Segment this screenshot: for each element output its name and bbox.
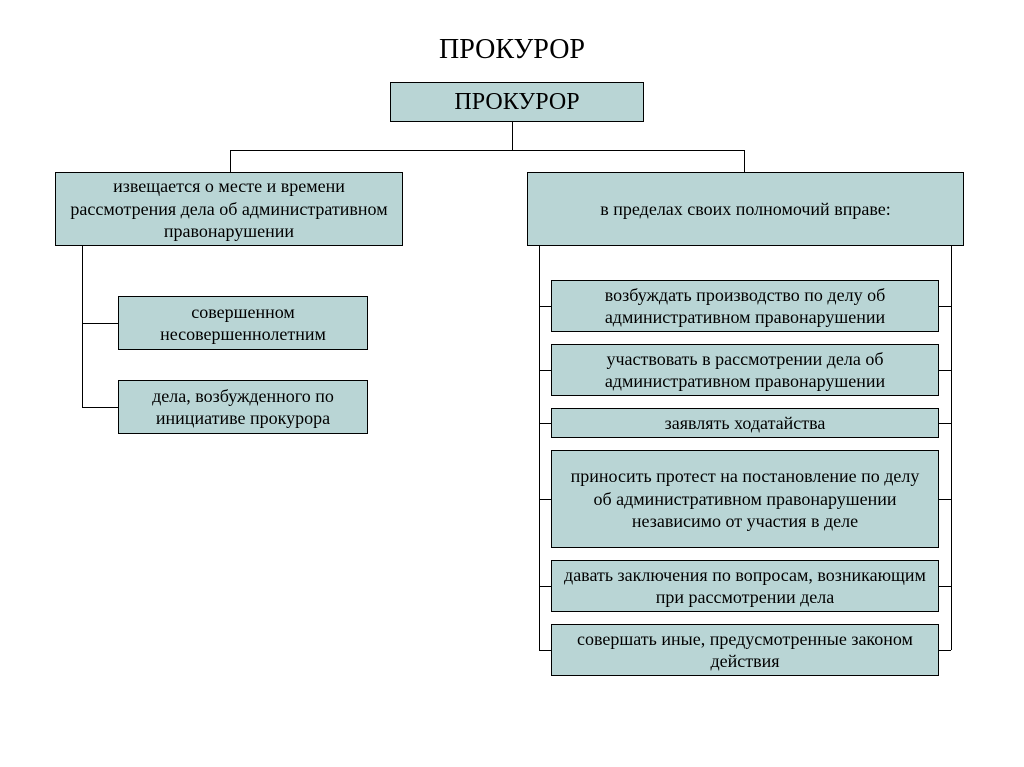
diagram-title: ПРОКУРОР	[439, 34, 585, 66]
connector-line	[939, 586, 951, 587]
right-child-4-label: давать заключения по вопросам, возникающ…	[560, 564, 930, 609]
branch-right-label: в пределах своих полномочий вправе:	[600, 198, 890, 221]
title-text: ПРОКУРОР	[439, 34, 585, 65]
connector-line	[539, 423, 551, 424]
connector-line	[82, 323, 118, 324]
right-child-0: возбуждать производство по делу об админ…	[551, 280, 939, 332]
connector-line	[939, 650, 951, 651]
right-child-2: заявлять ходатайства	[551, 408, 939, 438]
connector-line	[939, 423, 951, 424]
branch-left-label: извещается о месте и времени рассмотрени…	[64, 175, 394, 243]
right-child-1: участвовать в рассмотрении дела об админ…	[551, 344, 939, 396]
branch-left-box: извещается о месте и времени рассмотрени…	[55, 172, 403, 246]
connector-line	[951, 246, 952, 650]
right-child-0-label: возбуждать производство по делу об админ…	[560, 284, 930, 329]
connector-line	[939, 499, 951, 500]
root-box: ПРОКУРОР	[390, 82, 644, 122]
connector-line	[82, 407, 118, 408]
left-child-0: совершенном несовершеннолетним	[118, 296, 368, 350]
root-label: ПРОКУРОР	[454, 87, 579, 117]
connector-line	[539, 650, 551, 651]
connector-line	[539, 370, 551, 371]
connector-line	[744, 150, 745, 172]
branch-right-box: в пределах своих полномочий вправе:	[527, 172, 964, 246]
connector-line	[939, 306, 951, 307]
right-child-1-label: участвовать в рассмотрении дела об админ…	[560, 348, 930, 393]
connector-line	[939, 370, 951, 371]
right-child-3-label: приносить протест на постановление по де…	[560, 465, 930, 533]
right-child-4: давать заключения по вопросам, возникающ…	[551, 560, 939, 612]
connector-line	[512, 122, 513, 150]
right-child-2-label: заявлять ходатайства	[665, 412, 826, 435]
connector-line	[539, 499, 551, 500]
left-child-0-label: совершенном несовершеннолетним	[127, 301, 359, 346]
left-child-1: дела, возбужденного по инициативе прокур…	[118, 380, 368, 434]
connector-line	[539, 306, 551, 307]
left-child-1-label: дела, возбужденного по инициативе прокур…	[127, 385, 359, 430]
connector-line	[230, 150, 744, 151]
connector-line	[539, 586, 551, 587]
right-child-3: приносить протест на постановление по де…	[551, 450, 939, 548]
connector-line	[82, 246, 83, 407]
right-child-5-label: совершать иные, предусмотренные законом …	[560, 628, 930, 673]
right-child-5: совершать иные, предусмотренные законом …	[551, 624, 939, 676]
connector-line	[230, 150, 231, 172]
